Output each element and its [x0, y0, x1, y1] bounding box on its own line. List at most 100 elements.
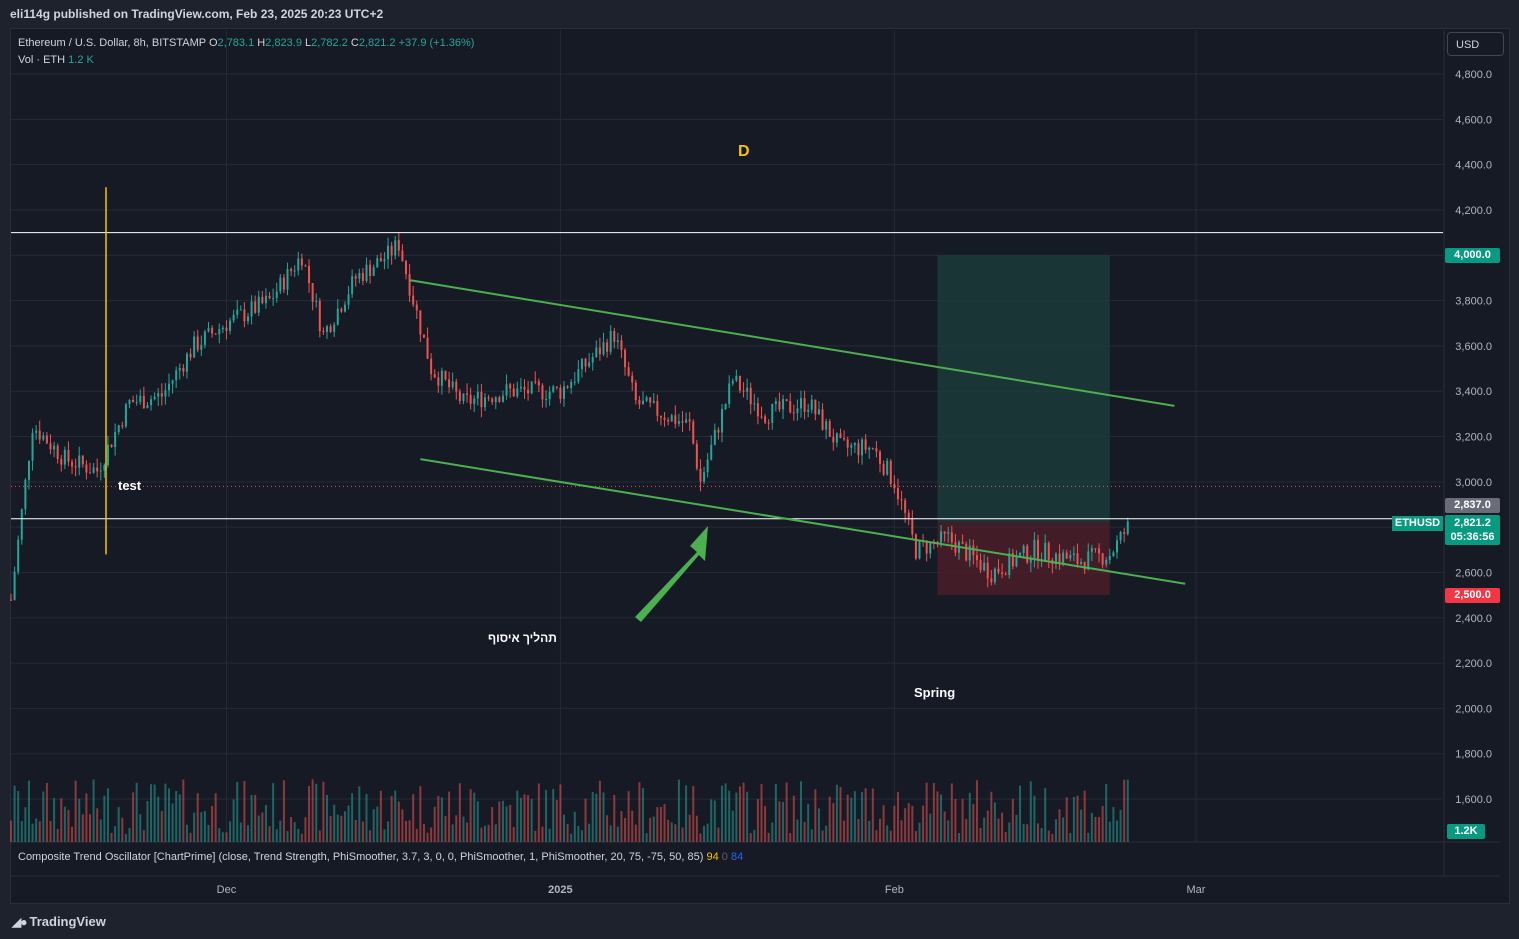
candle-body [677, 421, 680, 424]
candle-body [950, 532, 953, 543]
volume-bar [462, 816, 465, 842]
candle-body [372, 267, 375, 276]
volume-bar [663, 804, 666, 842]
candle-body [1026, 545, 1029, 563]
volume-bar [563, 814, 565, 842]
volume-bar [828, 796, 831, 842]
volume-bar [724, 783, 727, 842]
candle-body [537, 381, 540, 386]
volume-bar [681, 827, 684, 842]
volume-bar [92, 779, 95, 842]
volume-bar [358, 786, 361, 842]
volume-bar [329, 816, 332, 842]
candle-body [336, 308, 339, 325]
volume-bar [13, 785, 16, 842]
volume-bar [1112, 807, 1115, 842]
candle-body [667, 419, 670, 422]
candle-body [609, 330, 612, 352]
volume-bar [142, 830, 145, 842]
volume-bar [448, 791, 451, 842]
currency-button[interactable]: USD [1447, 32, 1504, 56]
candle-body [620, 340, 623, 350]
channel-lower-line [420, 458, 1186, 585]
candle-body [458, 391, 461, 402]
candle-body [828, 421, 831, 437]
candle-body [437, 377, 440, 386]
volume-bar [555, 799, 558, 842]
candle-body [997, 568, 1000, 573]
label-d: D [738, 143, 750, 160]
volume-bar [275, 829, 278, 842]
candle-body [139, 395, 142, 402]
volume-bar [548, 828, 551, 842]
volume-bar [466, 822, 469, 842]
price-tick-label: 2,600.0 [1455, 567, 1492, 579]
candle-body [135, 401, 138, 403]
volume-bar [703, 825, 706, 842]
volume-bar [99, 819, 102, 842]
volume-bar [279, 820, 282, 842]
candle-body [940, 531, 943, 543]
stop-price-tag: 2,500.0 [1445, 588, 1500, 603]
volume-bar [45, 783, 48, 842]
candle-body [1094, 548, 1097, 550]
volume-bar [993, 802, 996, 842]
volume-bar [49, 821, 52, 842]
volume-bar [541, 826, 544, 842]
volume-bar [27, 780, 30, 842]
volume-bar [415, 828, 418, 842]
candle-body [153, 396, 156, 400]
volume-bar [437, 795, 440, 842]
candle-body [487, 397, 490, 399]
volume-bar [954, 798, 957, 842]
candle-body [498, 397, 501, 402]
candle-body [132, 399, 135, 403]
volume-bar [458, 783, 461, 842]
volume-bar [361, 821, 364, 842]
candle-body [1029, 557, 1032, 563]
candle-body [290, 268, 293, 272]
candle-body [803, 398, 806, 412]
volume-bar [631, 810, 634, 842]
candle-body [308, 266, 311, 284]
candle-body [692, 421, 695, 444]
candle-body [171, 380, 174, 384]
tradingview-logo[interactable]: ◢● TradingView [12, 914, 106, 929]
candle-body [893, 483, 896, 489]
candle-body [753, 403, 756, 405]
candle-body [523, 386, 526, 390]
volume-bar [1037, 823, 1039, 842]
candle-body [175, 370, 178, 381]
volume-bar [110, 832, 113, 842]
volume-bar [616, 826, 619, 842]
candle-body [157, 393, 160, 397]
candle-body [634, 382, 637, 401]
candle-body [606, 342, 609, 352]
volume-bar [1022, 823, 1025, 842]
footer-bar [0, 905, 1519, 939]
candle-body [1123, 532, 1126, 535]
candle-body [494, 397, 497, 403]
volume-bar [932, 783, 935, 842]
candle-body [275, 291, 278, 299]
candle-body [491, 398, 494, 403]
volume-bar [286, 831, 289, 842]
volume-bar [297, 828, 300, 842]
candle-body [961, 541, 964, 544]
candle-body [563, 386, 565, 399]
volume-bar [627, 791, 630, 842]
volume-bar [484, 825, 486, 842]
candle-body [501, 395, 504, 402]
volume-bar [397, 801, 400, 842]
target-price-tag: 4,000.0 [1445, 248, 1500, 263]
volume-bar [950, 783, 953, 842]
volume-bar [753, 829, 756, 842]
drawn-lines [11, 187, 1443, 622]
candle-body [78, 455, 81, 468]
candle-body [545, 398, 548, 400]
volume-bar [936, 791, 939, 842]
volume-bar [886, 825, 889, 842]
symbol-line: Ethereum / U.S. Dollar, 8h, BITSTAMP [18, 37, 206, 49]
candle-body [861, 439, 864, 456]
